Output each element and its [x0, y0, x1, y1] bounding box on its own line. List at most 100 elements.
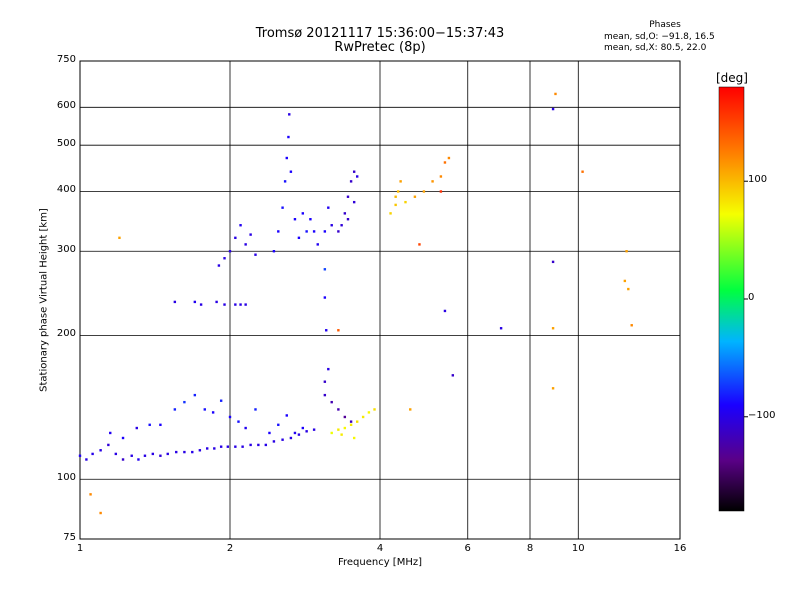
data-point — [191, 450, 194, 454]
data-point — [285, 414, 288, 417]
data-point — [159, 454, 162, 457]
data-point — [297, 236, 301, 240]
data-point — [285, 156, 288, 160]
data-point — [173, 408, 177, 411]
data-point — [193, 300, 197, 304]
data-point — [337, 408, 340, 411]
data-point — [175, 450, 178, 454]
data-point — [301, 212, 305, 215]
data-point — [193, 393, 197, 397]
data-point — [234, 303, 237, 306]
x-tick-label: 4 — [376, 543, 384, 554]
data-point — [118, 236, 121, 240]
y-tick-label: 200 — [56, 328, 76, 340]
data-point — [121, 458, 125, 461]
chart-title: Tromsø 20121117 15:36:00−15:37:43 — [255, 26, 505, 41]
data-point — [443, 161, 447, 164]
y-tick-label: 600 — [56, 100, 76, 112]
data-point — [135, 426, 138, 430]
data-point — [143, 454, 147, 457]
data-point — [293, 431, 297, 435]
x-tick-label: 1 — [76, 543, 84, 554]
data-point — [346, 218, 350, 221]
data-point — [85, 458, 88, 461]
data-point — [234, 445, 237, 448]
data-point — [99, 511, 102, 515]
data-point — [223, 303, 226, 306]
data-point — [330, 400, 333, 404]
data-point — [211, 411, 215, 414]
data-point — [151, 452, 155, 456]
data-point — [148, 423, 151, 427]
y-tick-label: 75 — [63, 532, 76, 543]
data-point — [219, 445, 223, 448]
data-point — [352, 200, 356, 204]
data-point — [551, 327, 555, 330]
data-point — [361, 415, 365, 419]
phases-heading: Phases — [649, 20, 681, 30]
data-point — [244, 303, 247, 306]
data-point — [330, 224, 333, 227]
data-point — [352, 436, 356, 440]
data-point — [323, 230, 327, 233]
data-point — [581, 170, 584, 173]
data-point — [355, 420, 359, 423]
y-tick-label: 100 — [56, 472, 76, 484]
data-point — [394, 195, 397, 198]
data-point — [352, 170, 356, 173]
data-point — [551, 107, 555, 111]
data-point — [217, 264, 221, 267]
x-tick-label: 2 — [226, 543, 234, 554]
phases-o-stats: mean, sd,O: −91.8, 16.5 — [604, 32, 715, 42]
y-tick-label: 750 — [56, 54, 76, 65]
data-point — [289, 170, 293, 173]
data-point — [399, 180, 402, 183]
data-point — [277, 423, 280, 427]
data-point — [283, 180, 287, 183]
data-point — [205, 447, 209, 450]
data-point — [277, 230, 280, 233]
data-point — [166, 452, 169, 456]
data-point — [413, 195, 417, 198]
data-point — [447, 156, 451, 160]
data-point — [203, 408, 206, 411]
data-point — [337, 329, 340, 332]
data-point — [343, 415, 347, 419]
data-point — [323, 296, 327, 299]
data-point — [301, 426, 305, 430]
data-point — [288, 113, 291, 116]
colorbar-tick-label: 0 — [748, 292, 755, 303]
data-point — [99, 449, 102, 452]
data-point — [451, 374, 455, 377]
data-point — [349, 423, 353, 427]
data-point — [404, 200, 407, 204]
data-point — [312, 428, 316, 431]
data-point — [323, 393, 327, 397]
data-point — [323, 268, 327, 271]
data-point — [625, 250, 628, 253]
data-point — [551, 387, 555, 390]
data-point — [343, 426, 347, 430]
data-point — [281, 206, 284, 209]
y-tick-label: 400 — [56, 184, 76, 196]
grid-lines — [79, 60, 681, 540]
data-point — [223, 257, 226, 260]
data-point — [228, 415, 232, 419]
data-point — [198, 449, 202, 452]
data-point — [422, 190, 426, 193]
data-point — [199, 303, 203, 306]
data-point — [254, 253, 257, 256]
data-point — [183, 400, 186, 404]
data-point — [551, 260, 555, 264]
data-point — [305, 430, 308, 433]
data-point — [272, 440, 276, 443]
data-point — [323, 380, 327, 383]
x-axis-label: Frequency [MHz] — [337, 557, 423, 568]
data-point — [330, 431, 333, 435]
data-point — [349, 180, 353, 183]
x-tick-label: 16 — [673, 543, 687, 554]
data-point — [219, 399, 223, 402]
data-point — [183, 450, 186, 454]
data-point — [107, 443, 110, 447]
data-point — [91, 452, 94, 456]
